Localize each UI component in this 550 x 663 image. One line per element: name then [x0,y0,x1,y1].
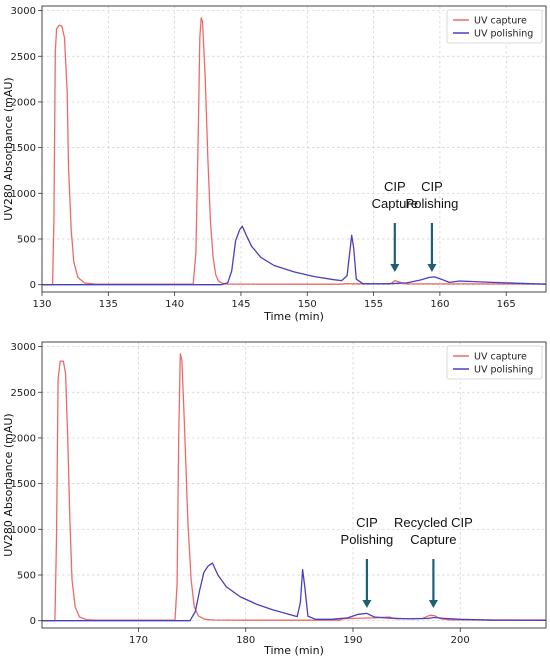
annotation-text: Recycled CIP [394,515,473,530]
y-axis: 0 500 1000 1500 2000 2500 3000 [11,6,42,291]
legend-label: UV capture [474,352,527,363]
annotation-text: Polishing [406,196,459,211]
legend: UV capture UV polishing [446,9,543,44]
annotation-text: Capture [372,196,418,211]
y-tick-label: 1500 [11,143,36,154]
x-tick-label: 160 [430,299,449,310]
y-tick-label: 500 [17,571,36,582]
annotation-arrow-head [362,600,372,608]
annotation-arrow-head [390,264,400,272]
x-tick-label: 135 [99,299,118,310]
x-axis-label: Time (min) [263,644,324,657]
annotation: CIP Capture [372,179,418,272]
y-tick-label: 2500 [11,52,36,63]
annotation-arrow-head [428,600,438,608]
x-tick-label: 145 [231,299,250,310]
annotation: CIP Polishing [406,179,459,272]
x-axis: 130 135 140 145 150 155 160 165 [32,292,516,310]
y-tick-label: 1000 [11,189,36,200]
annotation-text: CIP [384,179,406,194]
legend-box [446,345,543,380]
x-tick-label: 140 [165,299,184,310]
y-axis-label: UV280 Absorbance (mAU) [2,413,15,556]
x-tick-label: 150 [298,299,317,310]
x-tick-label: 130 [32,299,51,310]
annotation-text: CIP [421,179,443,194]
legend-box [446,9,543,44]
x-tick-label: 200 [451,635,470,646]
y-tick-label: 500 [17,235,36,246]
grid [42,342,546,628]
x-tick-label: 190 [343,635,362,646]
chart-panel-top: 130 135 140 145 150 155 160 165 0 500 1000 1500 2000… [2,5,547,323]
y-tick-label: 0 [30,280,36,291]
annotation-text: CIP [356,515,378,530]
legend-label: UV capture [474,16,527,27]
y-tick-label: 3000 [11,6,36,17]
annotation-text: Polishing [341,532,394,547]
y-tick-label: 1500 [11,479,36,490]
chart-panel-bottom: 170 180 190 200050010001500200025003000Time… [2,341,547,657]
x-axis: 170 180 190 200 [129,628,470,646]
y-axis: 0 500 1000 1500 2000 2500 3000 [11,342,42,627]
x-tick-label: 155 [364,299,383,310]
y-tick-label: 0 [30,616,36,627]
series-line-uv-polishing [42,225,547,286]
x-axis-label: Time (min) [263,310,324,323]
y-tick-label: 2000 [11,433,36,444]
legend-label: UV polishing [474,29,533,40]
annotation: CIP Polishing [341,515,394,608]
annotation: Recycled CIP Capture [394,515,473,608]
annotation-text: Capture [410,532,456,547]
y-tick-label: 2500 [11,388,36,399]
plot-frame [41,341,547,629]
x-tick-label: 165 [497,299,516,310]
x-tick-label: 170 [129,635,148,646]
series-line-uv-polishing [42,562,547,622]
y-axis-label: UV280 Absorbance (mAU) [2,77,15,220]
y-tick-label: 3000 [11,342,36,353]
y-tick-label: 1000 [11,525,36,536]
grid [41,6,546,292]
series-line-uv-capture [42,353,547,622]
x-tick-label: 180 [236,635,255,646]
series-line-uv-capture [42,17,547,286]
y-tick-label: 2000 [11,97,36,108]
legend-label: UV polishing [474,365,533,376]
plot-frame [41,5,547,293]
legend: UV capture UV polishing [446,345,543,380]
annotation-arrow-head [427,264,437,272]
